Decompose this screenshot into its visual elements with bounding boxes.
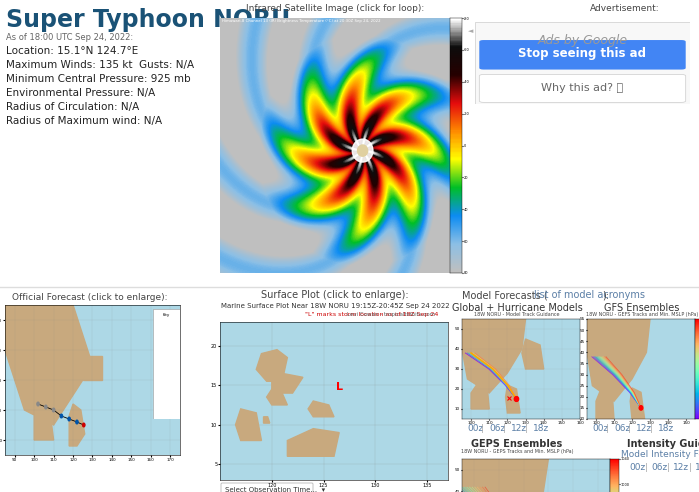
Circle shape [75, 420, 78, 424]
Text: Himawari-8 Channel 13 (IR) Brightness Temperature (°C) at 20:30Z Sep 24, 2022: Himawari-8 Channel 13 (IR) Brightness Te… [222, 19, 381, 23]
Polygon shape [272, 373, 303, 393]
Circle shape [68, 417, 71, 421]
Text: Advertisement:: Advertisement: [590, 4, 660, 13]
Text: Model Forecasts (: Model Forecasts ( [462, 290, 548, 300]
Text: GEPS Ensembles: GEPS Ensembles [471, 439, 563, 449]
Text: Location: 15.1°N 124.7°E: Location: 15.1°N 124.7°E [6, 46, 138, 56]
Text: Marine Surface Plot Near 18W NORU 19:15Z-20:45Z Sep 24 2022: Marine Surface Plot Near 18W NORU 19:15Z… [221, 303, 449, 309]
Text: |: | [481, 424, 484, 433]
Text: 18W NORU - GEPS Tracks and Min. MSLP (hPa): 18W NORU - GEPS Tracks and Min. MSLP (hP… [461, 449, 573, 454]
Polygon shape [34, 404, 54, 440]
Text: 00z: 00z [629, 463, 645, 472]
Text: Radius of Circulation: N/A: Radius of Circulation: N/A [6, 102, 139, 112]
Text: L: L [336, 382, 343, 392]
Circle shape [358, 145, 368, 156]
Polygon shape [462, 319, 526, 393]
Text: 18z: 18z [695, 463, 699, 472]
Text: 12z: 12z [673, 463, 689, 472]
FancyBboxPatch shape [480, 40, 686, 69]
Text: |: | [667, 463, 670, 472]
Text: Surface Plot (click to enlarge):: Surface Plot (click to enlarge): [261, 290, 409, 300]
Polygon shape [69, 404, 85, 446]
Text: Super Typhoon NORU: Super Typhoon NORU [6, 8, 290, 32]
FancyBboxPatch shape [221, 483, 313, 492]
Text: Intensity Guidance: Intensity Guidance [627, 439, 699, 449]
Text: 12z: 12z [636, 424, 652, 433]
Text: 06z: 06z [614, 424, 630, 433]
Text: Select Observation Time...  ▾: Select Observation Time... ▾ [225, 487, 325, 492]
Text: ):: ): [602, 290, 609, 300]
Circle shape [60, 414, 62, 418]
Polygon shape [266, 389, 287, 405]
Polygon shape [236, 409, 261, 440]
Polygon shape [505, 385, 520, 413]
Text: |: | [525, 424, 528, 433]
Text: Maximum Winds: 135 kt  Gusts: N/A: Maximum Winds: 135 kt Gusts: N/A [6, 60, 194, 70]
Polygon shape [462, 459, 548, 492]
Circle shape [82, 423, 85, 427]
Text: |: | [628, 424, 631, 433]
Text: |: | [645, 463, 648, 472]
Polygon shape [522, 339, 544, 369]
Text: Environmental Pressure: N/A: Environmental Pressure: N/A [6, 88, 155, 98]
Text: Why this ad? ⓘ: Why this ad? ⓘ [542, 83, 624, 92]
Polygon shape [5, 305, 92, 425]
Text: 18z: 18z [658, 424, 675, 433]
Text: 18W NORU - GEFS Tracks and Min. MSLP (hPa): 18W NORU - GEFS Tracks and Min. MSLP (hP… [586, 312, 698, 317]
Text: Key: Key [163, 313, 170, 317]
Circle shape [514, 397, 519, 401]
Circle shape [45, 405, 47, 409]
Text: |: | [689, 463, 692, 472]
Polygon shape [264, 417, 270, 423]
Text: ◄: ◄ [468, 28, 473, 34]
Circle shape [52, 408, 55, 412]
Polygon shape [630, 388, 644, 419]
Text: Infrared Satellite Image (click for loop):: Infrared Satellite Image (click for loop… [246, 4, 424, 13]
Polygon shape [257, 350, 287, 381]
Circle shape [352, 139, 373, 162]
Text: 18z: 18z [533, 424, 549, 433]
Polygon shape [471, 385, 489, 409]
Text: 06z: 06z [489, 424, 505, 433]
Text: Minimum Central Pressure: 925 mb: Minimum Central Pressure: 925 mb [6, 74, 191, 84]
FancyBboxPatch shape [480, 74, 686, 102]
Text: 18W NORU - Model Track Guidance: 18W NORU - Model Track Guidance [474, 312, 560, 317]
Polygon shape [596, 388, 614, 419]
Circle shape [639, 406, 643, 410]
Text: Official Forecast (click to enlarge):: Official Forecast (click to enlarge): [13, 293, 168, 302]
Text: Levi Cowan - tropicaltidbits.com: Levi Cowan - tropicaltidbits.com [347, 312, 435, 317]
Text: Stop seeing this ad: Stop seeing this ad [519, 48, 647, 61]
Text: Ads by Google: Ads by Google [538, 34, 628, 47]
Circle shape [37, 402, 39, 406]
Text: "L" marks storm location as of 18Z Sep 24: "L" marks storm location as of 18Z Sep 2… [305, 312, 438, 317]
Text: |: | [650, 424, 653, 433]
Text: |: | [503, 424, 506, 433]
Text: 12z: 12z [511, 424, 527, 433]
Text: Global + Hurricane Models: Global + Hurricane Models [452, 303, 582, 313]
Text: 00z: 00z [592, 424, 608, 433]
Polygon shape [587, 319, 650, 401]
Polygon shape [82, 356, 102, 380]
Polygon shape [287, 429, 339, 456]
Text: 06z: 06z [651, 463, 668, 472]
Polygon shape [308, 401, 334, 417]
Text: 00z: 00z [467, 424, 483, 433]
Text: list of model acronyms: list of model acronyms [534, 290, 645, 300]
Text: GFS Ensembles: GFS Ensembles [605, 303, 679, 313]
Text: |: | [606, 424, 609, 433]
Text: As of 18:00 UTC Sep 24, 2022:: As of 18:00 UTC Sep 24, 2022: [6, 33, 133, 42]
Text: Model Intensity Forecasts: Model Intensity Forecasts [621, 450, 699, 459]
Text: Radius of Maximum wind: N/A: Radius of Maximum wind: N/A [6, 116, 162, 126]
